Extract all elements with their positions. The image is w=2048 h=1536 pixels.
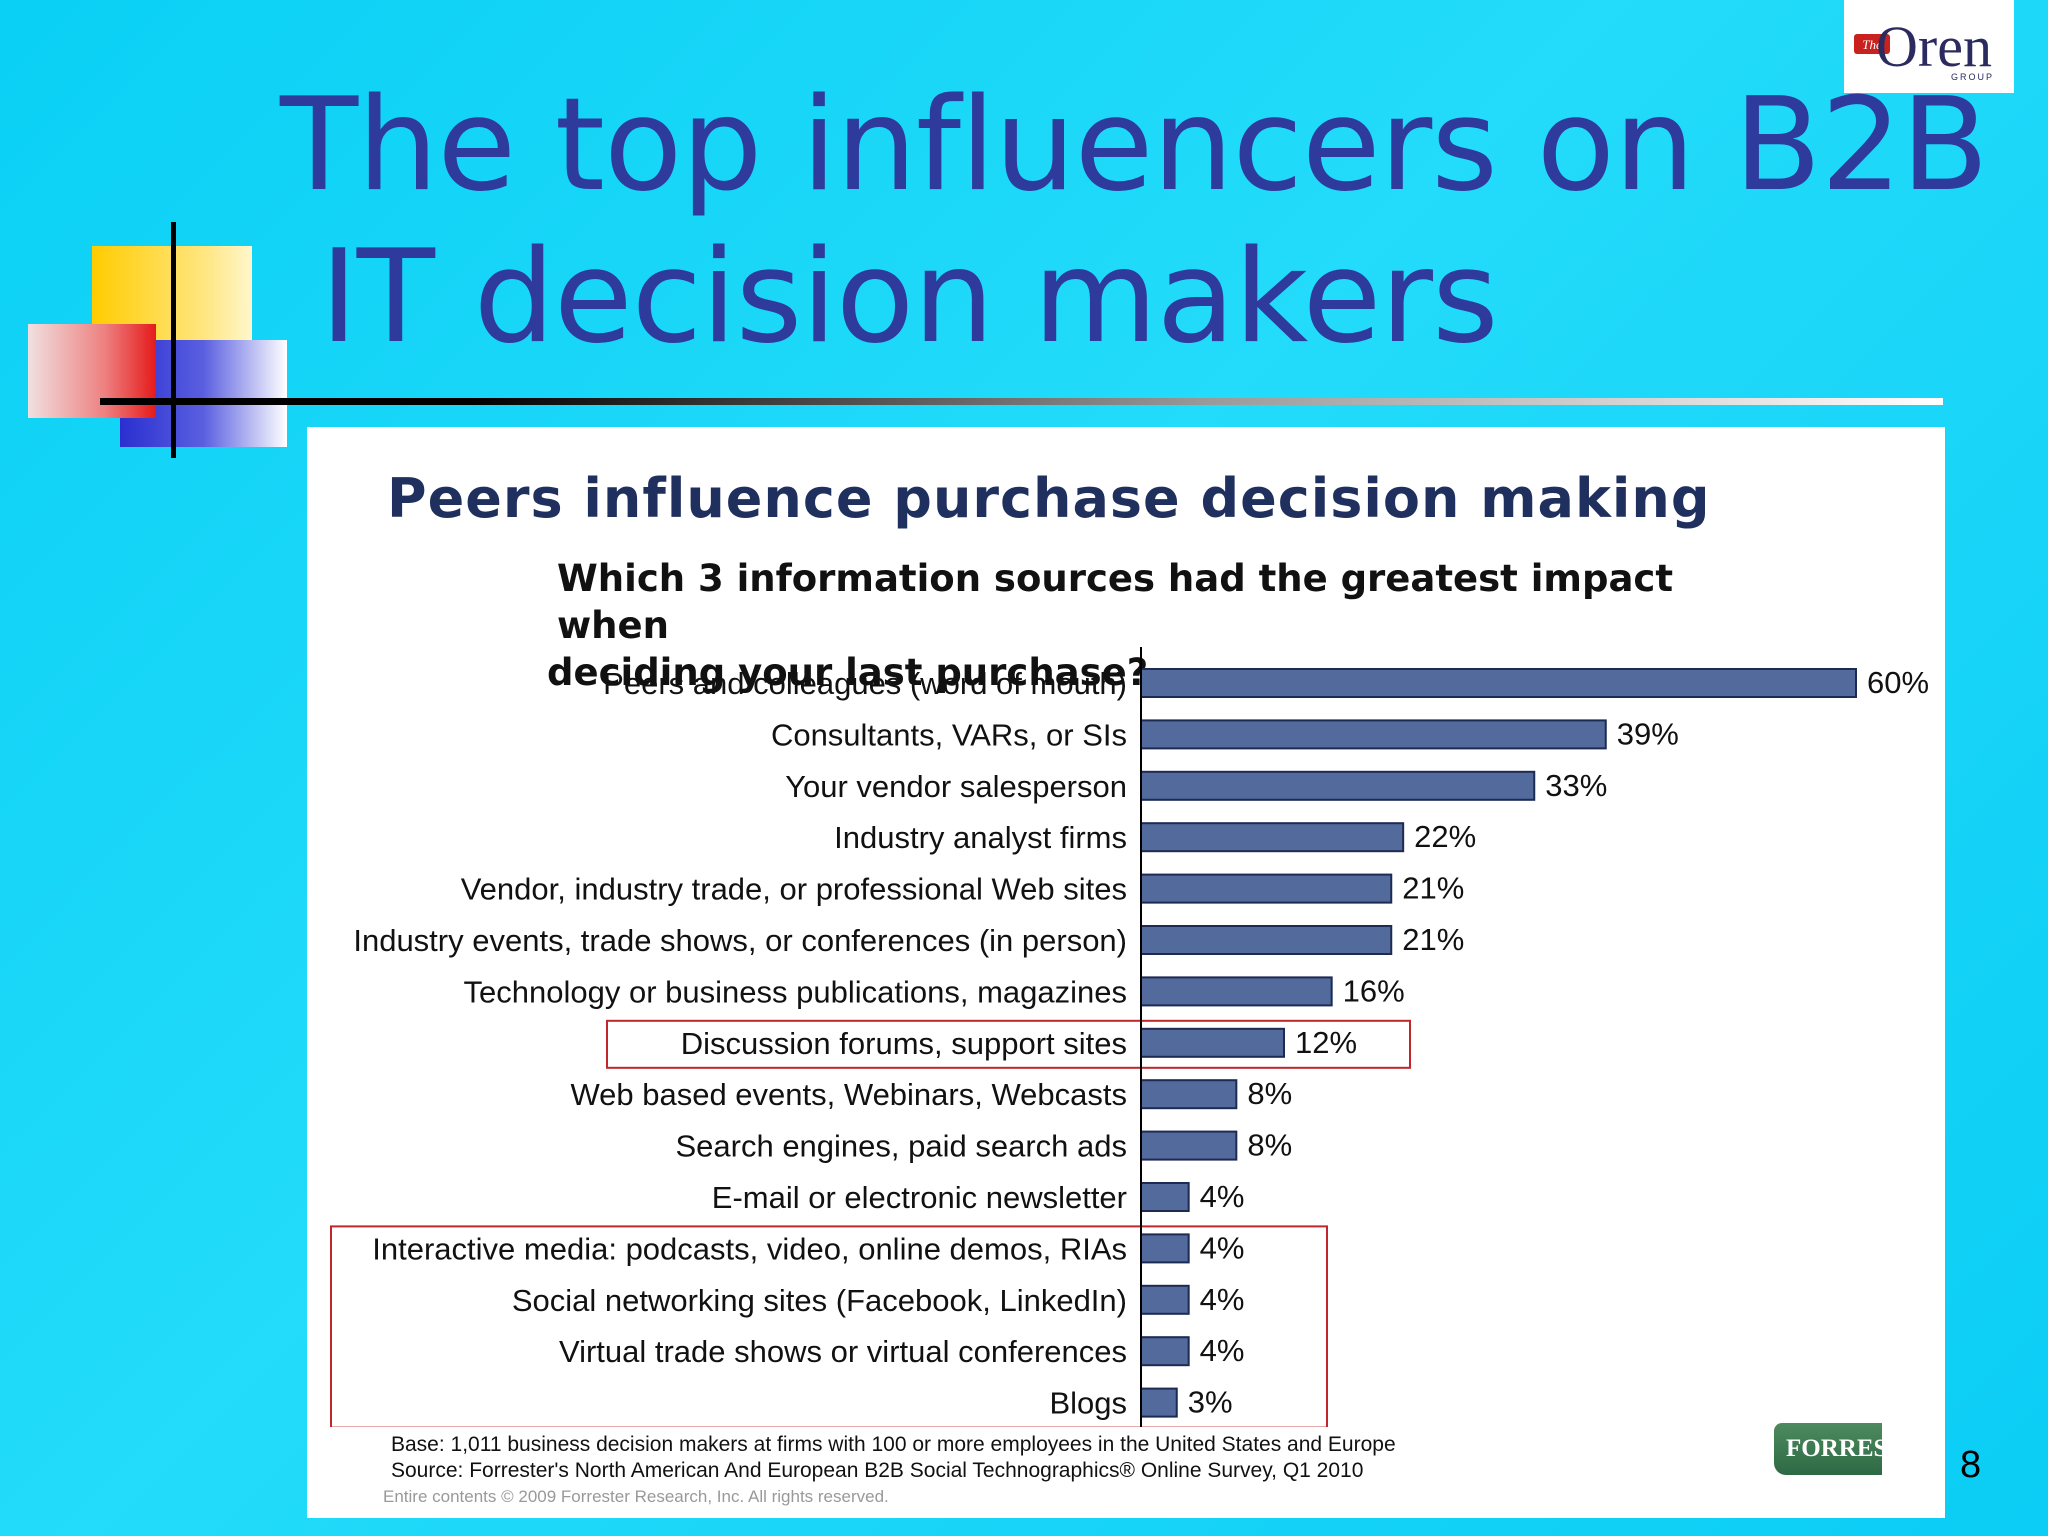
value-label: 4%	[1200, 1230, 1245, 1265]
bar	[1140, 1130, 1238, 1161]
value-label: 21%	[1402, 871, 1464, 906]
footnote-copyright: Entire contents © 2009 Forrester Researc…	[383, 1487, 889, 1506]
value-label: 22%	[1414, 819, 1476, 854]
logo-badge	[1854, 34, 1890, 54]
bars-layer	[1140, 668, 1857, 1418]
bar	[1140, 770, 1536, 801]
value-label: 3%	[1188, 1385, 1233, 1420]
category-label: Peers and colleagues (word of mouth)	[603, 666, 1127, 701]
category-label: Search engines, paid search ads	[675, 1129, 1127, 1164]
bar	[1140, 822, 1405, 853]
slide-title-line1: The top influencers on B2B	[280, 71, 1989, 220]
highlight-box	[606, 1019, 1411, 1069]
value-label: 4%	[1200, 1333, 1245, 1368]
value-label: 4%	[1200, 1179, 1245, 1214]
value-label: 33%	[1545, 768, 1607, 803]
category-label: Interactive media: podcasts, video, onli…	[372, 1231, 1127, 1266]
bar	[1140, 873, 1393, 904]
footnote-base: Base: 1,011 business decision makers at …	[391, 1433, 1396, 1456]
chart-title: Peers influence purchase decision making	[387, 467, 1711, 530]
bar	[1140, 925, 1393, 955]
chart-question: Which 3 information sources had the grea…	[547, 555, 1747, 696]
labels-layer: Peers and colleagues (word of mouth) 60% C…	[353, 665, 1929, 1421]
footnote-source: Source: Forrester's North American And E…	[391, 1459, 1364, 1482]
bar	[1140, 668, 1857, 698]
bar	[1140, 1079, 1238, 1110]
bar-chart: Peers and colleagues (word of mouth) 60% C…	[330, 647, 1929, 1427]
category-label: Virtual trade shows or virtual conferenc…	[559, 1334, 1127, 1369]
chart-panel: Peers influence purchase decision making…	[307, 427, 1945, 1518]
value-label: 8%	[1247, 1076, 1292, 1111]
bar	[1140, 1387, 1178, 1418]
value-label: 8%	[1247, 1128, 1292, 1163]
value-label: 60%	[1867, 665, 1929, 700]
category-label: Blogs	[1049, 1386, 1127, 1421]
value-label: 21%	[1402, 922, 1464, 957]
category-label: Vendor, industry trade, or professional …	[461, 872, 1127, 907]
logo-sub: GROUP	[1951, 72, 1994, 82]
category-label: Discussion forums, support sites	[681, 1026, 1127, 1061]
bar	[1140, 1336, 1190, 1367]
value-label: 16%	[1343, 973, 1405, 1008]
bar	[1140, 1284, 1190, 1315]
bar	[1140, 1027, 1285, 1058]
bar	[1140, 719, 1607, 750]
title-divider	[100, 398, 1943, 405]
bar	[1140, 1182, 1190, 1212]
oren-group-logo: The Oren GROUP	[1844, 0, 2014, 93]
category-label: Technology or business publications, mag…	[464, 974, 1127, 1009]
bar	[1140, 976, 1333, 1007]
slide-title: The top influencers on B2B IT decision m…	[280, 70, 1989, 374]
value-label: 4%	[1200, 1282, 1245, 1317]
category-label: Your vendor salesperson	[785, 769, 1127, 804]
category-label: Industry analyst firms	[834, 820, 1127, 855]
bar	[1140, 1233, 1190, 1264]
logo-badge-text: The	[1862, 37, 1882, 52]
slide-title-line2: IT decision makers	[320, 223, 1499, 372]
category-label: E-mail or electronic newsletter	[712, 1180, 1127, 1215]
value-label: 12%	[1295, 1025, 1357, 1060]
logo-name: Oren	[1876, 14, 1992, 79]
page-number: 8	[1960, 1444, 1982, 1486]
value-label: 39%	[1617, 716, 1679, 751]
forrester-logo: FORRESTER	[1774, 1423, 1882, 1475]
question-line2: deciding your last purchase?	[547, 651, 1149, 694]
category-label: Industry events, trade shows, or confere…	[353, 923, 1127, 958]
forrester-logo-text: FORRESTER	[1786, 1435, 1882, 1462]
logo-mark: The Oren GROUP	[1854, 14, 1994, 82]
highlight-layer	[330, 1019, 1411, 1427]
category-label: Consultants, VARs, or SIs	[771, 717, 1127, 752]
decor-vertical-line	[171, 222, 176, 458]
highlight-box	[330, 1225, 1328, 1427]
category-label: Social networking sites (Facebook, Linke…	[512, 1283, 1127, 1318]
question-line1: Which 3 information sources had the grea…	[557, 557, 1674, 647]
category-label: Web based events, Webinars, Webcasts	[570, 1077, 1127, 1112]
